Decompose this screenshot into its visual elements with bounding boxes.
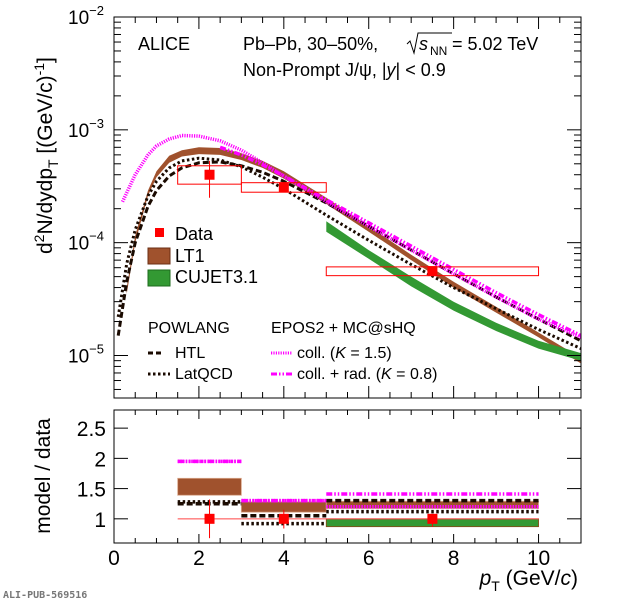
svg-text:NN: NN	[430, 44, 447, 58]
particle-label: Non-Prompt J/ψ, |y| < 0.9	[243, 60, 446, 80]
legend-lt1-swatch	[147, 247, 171, 265]
legend-lt1-label: LT1	[175, 246, 205, 266]
svg-text:s: s	[419, 34, 428, 54]
data-point-1	[278, 182, 289, 193]
ratio-band-lt1	[325, 500, 539, 509]
legend-latqcd-label: LatQCD	[175, 366, 233, 383]
top-y-tick-label: 10−3	[68, 116, 104, 142]
bottom-y-tick-label: 2.5	[77, 418, 106, 441]
x-tick-label: 10	[527, 547, 550, 570]
watermark: ALI-PUB-569516	[3, 590, 87, 601]
curve-epos2-mc-shq-coll-k-1-5	[120, 133, 581, 339]
legend-models: POWLANG EPOS2 + MC@sHQ HTL LatQCD coll. …	[148, 320, 438, 383]
svg-text:= 5.02 TeV: = 5.02 TeV	[452, 34, 538, 54]
top-panel: 10−2 10−3 10−4 10−5 d2N/dydpT [(GeV/c)-1] A…	[31, 3, 582, 399]
legend-epos-header: EPOS2 + MC@sHQ	[271, 320, 416, 337]
band-cujet3-1	[326, 221, 581, 361]
data-point-2	[427, 266, 438, 277]
top-y-tick-label: 10−2	[68, 3, 104, 29]
data-point-0	[204, 169, 215, 180]
bottom-y-tick-label: 1.5	[77, 479, 106, 502]
sqrt-symbol	[406, 32, 452, 55]
legend-cujet-label: CUJET3.1	[175, 267, 258, 287]
ratio-data-point-0	[204, 513, 215, 524]
x-axis-label: pT (GeV/c)	[479, 567, 578, 594]
bottom-y-tick-label: 2	[94, 448, 106, 471]
bottom-y-axis-label: model / data	[32, 418, 55, 534]
x-tick-label: 2	[193, 547, 205, 570]
legend-powlang-header: POWLANG	[148, 320, 230, 337]
svg-text:Pb–Pb, 30–50%,: Pb–Pb, 30–50%,	[243, 34, 378, 54]
legend-collrad-label: coll. + rad. (K = 0.8)	[297, 366, 438, 383]
legend-data-label: Data	[175, 224, 214, 244]
x-tick-label: 6	[363, 547, 375, 570]
system-label: Pb–Pb, 30–50%, s NN = 5.02 TeV	[243, 32, 538, 58]
legend-coll-label: coll. (K = 1.5)	[297, 345, 392, 362]
legend-cujet-swatch	[147, 269, 171, 287]
ratio-band-lt1	[177, 477, 242, 496]
x-tick-label: 8	[448, 547, 460, 570]
legend-data-marker	[155, 228, 164, 237]
top-y-axis-label: d2N/dydpT [(GeV/c)-1]	[31, 57, 61, 254]
legend-main: Data LT1 CUJET3.1	[147, 224, 258, 287]
x-tick-label: 0	[108, 547, 120, 570]
curve-epos2-mc-shq-coll-rad-k-0-8	[219, 145, 581, 338]
top-y-tick-label: 10−5	[68, 341, 104, 367]
ratio-data-point-2	[427, 513, 438, 524]
x-tick-label: 4	[278, 547, 290, 570]
ratio-data-point-1	[278, 513, 289, 524]
experiment-label: ALICE	[138, 34, 190, 54]
top-y-tick-label: 10−4	[68, 229, 104, 255]
bottom-panel: 1 1.5 2 2.5 0 2 4 6 8 10 model / data pT (GeV/c)	[32, 409, 582, 594]
bottom-y-tick-label: 1	[94, 509, 106, 532]
legend-htl-label: HTL	[175, 345, 205, 362]
